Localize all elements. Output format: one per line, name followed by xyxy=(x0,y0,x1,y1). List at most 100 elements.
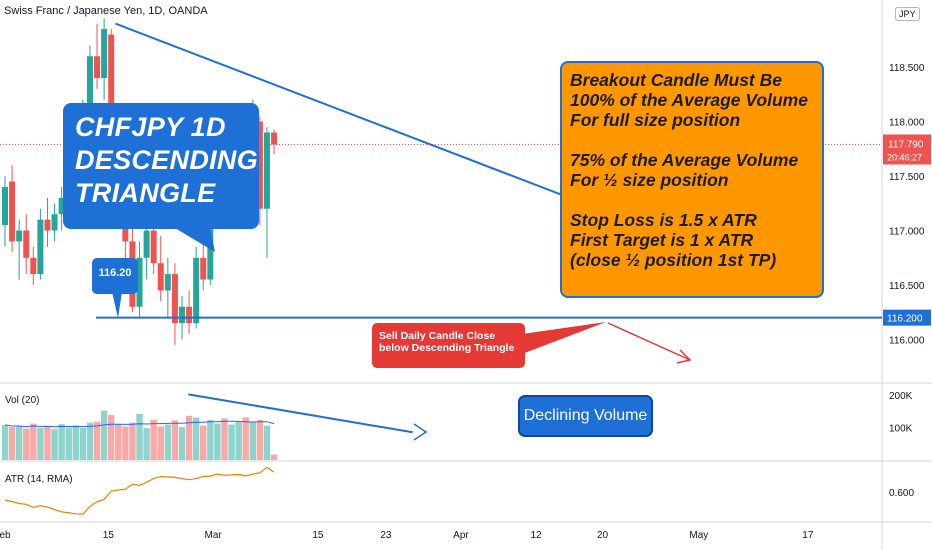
currency-badge[interactable]: JPY xyxy=(895,7,920,21)
volume-bar xyxy=(221,418,228,460)
volume-bar xyxy=(136,413,143,460)
symbol-title: Swiss Franc / Japanese Yen, 1D, OANDA xyxy=(4,5,208,17)
candle-body xyxy=(37,219,44,275)
volume-tick-label: 200K xyxy=(889,391,913,402)
volume-bar xyxy=(100,410,108,460)
volume-bar xyxy=(214,423,221,460)
sell-annotation: Sell Daily Candle Close below Descending… xyxy=(372,323,525,368)
volume-bar xyxy=(15,425,23,460)
candle-body xyxy=(16,230,23,242)
candle-body xyxy=(2,186,8,226)
candle-body xyxy=(164,274,171,291)
volume-bar xyxy=(86,422,94,460)
candle-body xyxy=(157,263,164,291)
rule-line: 100% of the Average Volume xyxy=(570,90,808,110)
volume-bar xyxy=(37,428,44,460)
candle-body xyxy=(271,132,278,145)
candle-body xyxy=(108,34,115,133)
level-callout-pointer xyxy=(112,292,122,318)
volume-bar xyxy=(150,419,157,460)
sell-line-2: below Descending Triangle xyxy=(379,342,515,354)
volume-tick-label: 100K xyxy=(889,424,913,435)
volume-bar xyxy=(72,425,79,460)
volume-bar xyxy=(129,422,136,460)
candle-body xyxy=(150,230,157,264)
rule-line: For ½ size position xyxy=(570,170,729,190)
volume-bar xyxy=(256,420,264,460)
candle-body xyxy=(179,306,185,324)
time-tick-label: 12 xyxy=(530,530,542,541)
volume-trendline xyxy=(188,393,413,434)
volume-bar xyxy=(171,420,179,460)
volume-ma-line xyxy=(4,420,275,428)
volume-bar xyxy=(23,428,30,460)
price-tick-label: 118.500 xyxy=(889,63,925,74)
declining-volume-annotation: Declining Volume xyxy=(518,395,653,437)
volume-bar xyxy=(122,426,129,460)
time-tick-label: 15 xyxy=(103,530,115,541)
volume-bar xyxy=(108,415,115,460)
candle-body xyxy=(58,197,65,215)
time-tick-label: 17 xyxy=(802,530,814,541)
volume-bar xyxy=(263,425,271,460)
sell-callout-pointer xyxy=(522,322,606,354)
time-tick-label: 20 xyxy=(597,530,609,541)
volume-bar xyxy=(1,424,9,460)
volume-bar xyxy=(143,428,150,460)
volume-bar xyxy=(270,454,278,460)
atr-line xyxy=(4,466,275,515)
bar-countdown: 20:46:27 xyxy=(887,152,922,162)
title-line-2: DESCENDING xyxy=(75,145,259,175)
time-tick-label: 15 xyxy=(312,530,324,541)
volume-bar xyxy=(207,420,214,460)
volume-bar xyxy=(115,424,122,460)
candle-body xyxy=(94,56,101,79)
volume-bar xyxy=(185,415,193,460)
volume-bar xyxy=(192,417,200,460)
volume-bar xyxy=(228,424,235,460)
candle-body xyxy=(23,230,30,258)
volume-bar xyxy=(44,426,51,460)
rule-line: 75% of the Average Volume xyxy=(570,150,799,170)
price-tick-label: 118.000 xyxy=(889,118,925,129)
volume-bar xyxy=(157,426,164,460)
candle-body xyxy=(200,257,207,280)
volume-bar xyxy=(58,424,65,460)
time-tick-label: May xyxy=(689,530,708,541)
volume-bar xyxy=(249,421,256,460)
title-callout-pointer xyxy=(175,228,215,252)
level-price-label: 116.200 xyxy=(887,314,923,325)
level-callout: 116.20 xyxy=(92,258,138,294)
time-tick-label: Apr xyxy=(453,530,469,541)
volume-bar xyxy=(8,427,16,460)
level-price-badge xyxy=(883,309,931,326)
volume-bar xyxy=(178,427,186,460)
candle-body xyxy=(256,121,263,209)
atr-pane-label: ATR (14, RMA) xyxy=(5,474,73,485)
last-price-value: 117.790 xyxy=(888,139,924,150)
volume-bar xyxy=(65,427,72,460)
candle-body xyxy=(263,132,270,209)
sell-arrow-head xyxy=(676,349,692,364)
price-tick-label: 117.000 xyxy=(889,227,925,238)
volume-pane-label: Vol (20) xyxy=(5,395,40,406)
price-tick-label: 116.000 xyxy=(889,335,925,346)
rule-line: For full size position xyxy=(570,110,741,130)
price-tick-label: 117.500 xyxy=(889,172,925,183)
volume-bar xyxy=(51,429,58,460)
rule-line: First Target is 1 x ATR xyxy=(570,230,754,250)
time-tick-label: Mar xyxy=(205,530,223,541)
candle-body xyxy=(136,257,143,307)
volume-bar xyxy=(164,424,172,460)
volume-bar xyxy=(93,421,101,460)
title-annotation: CHFJPY 1D DESCENDING TRIANGLE xyxy=(63,103,259,229)
volume-bar xyxy=(200,425,207,460)
candle-body xyxy=(86,56,93,106)
candle-body xyxy=(193,257,200,324)
time-tick-label: 23 xyxy=(380,530,392,541)
price-tick-label: 116.500 xyxy=(889,281,925,292)
volume-arrow-head xyxy=(413,423,428,441)
candle-body xyxy=(9,181,16,242)
candle-body xyxy=(30,257,37,275)
sell-projection-arrow xyxy=(607,322,691,361)
